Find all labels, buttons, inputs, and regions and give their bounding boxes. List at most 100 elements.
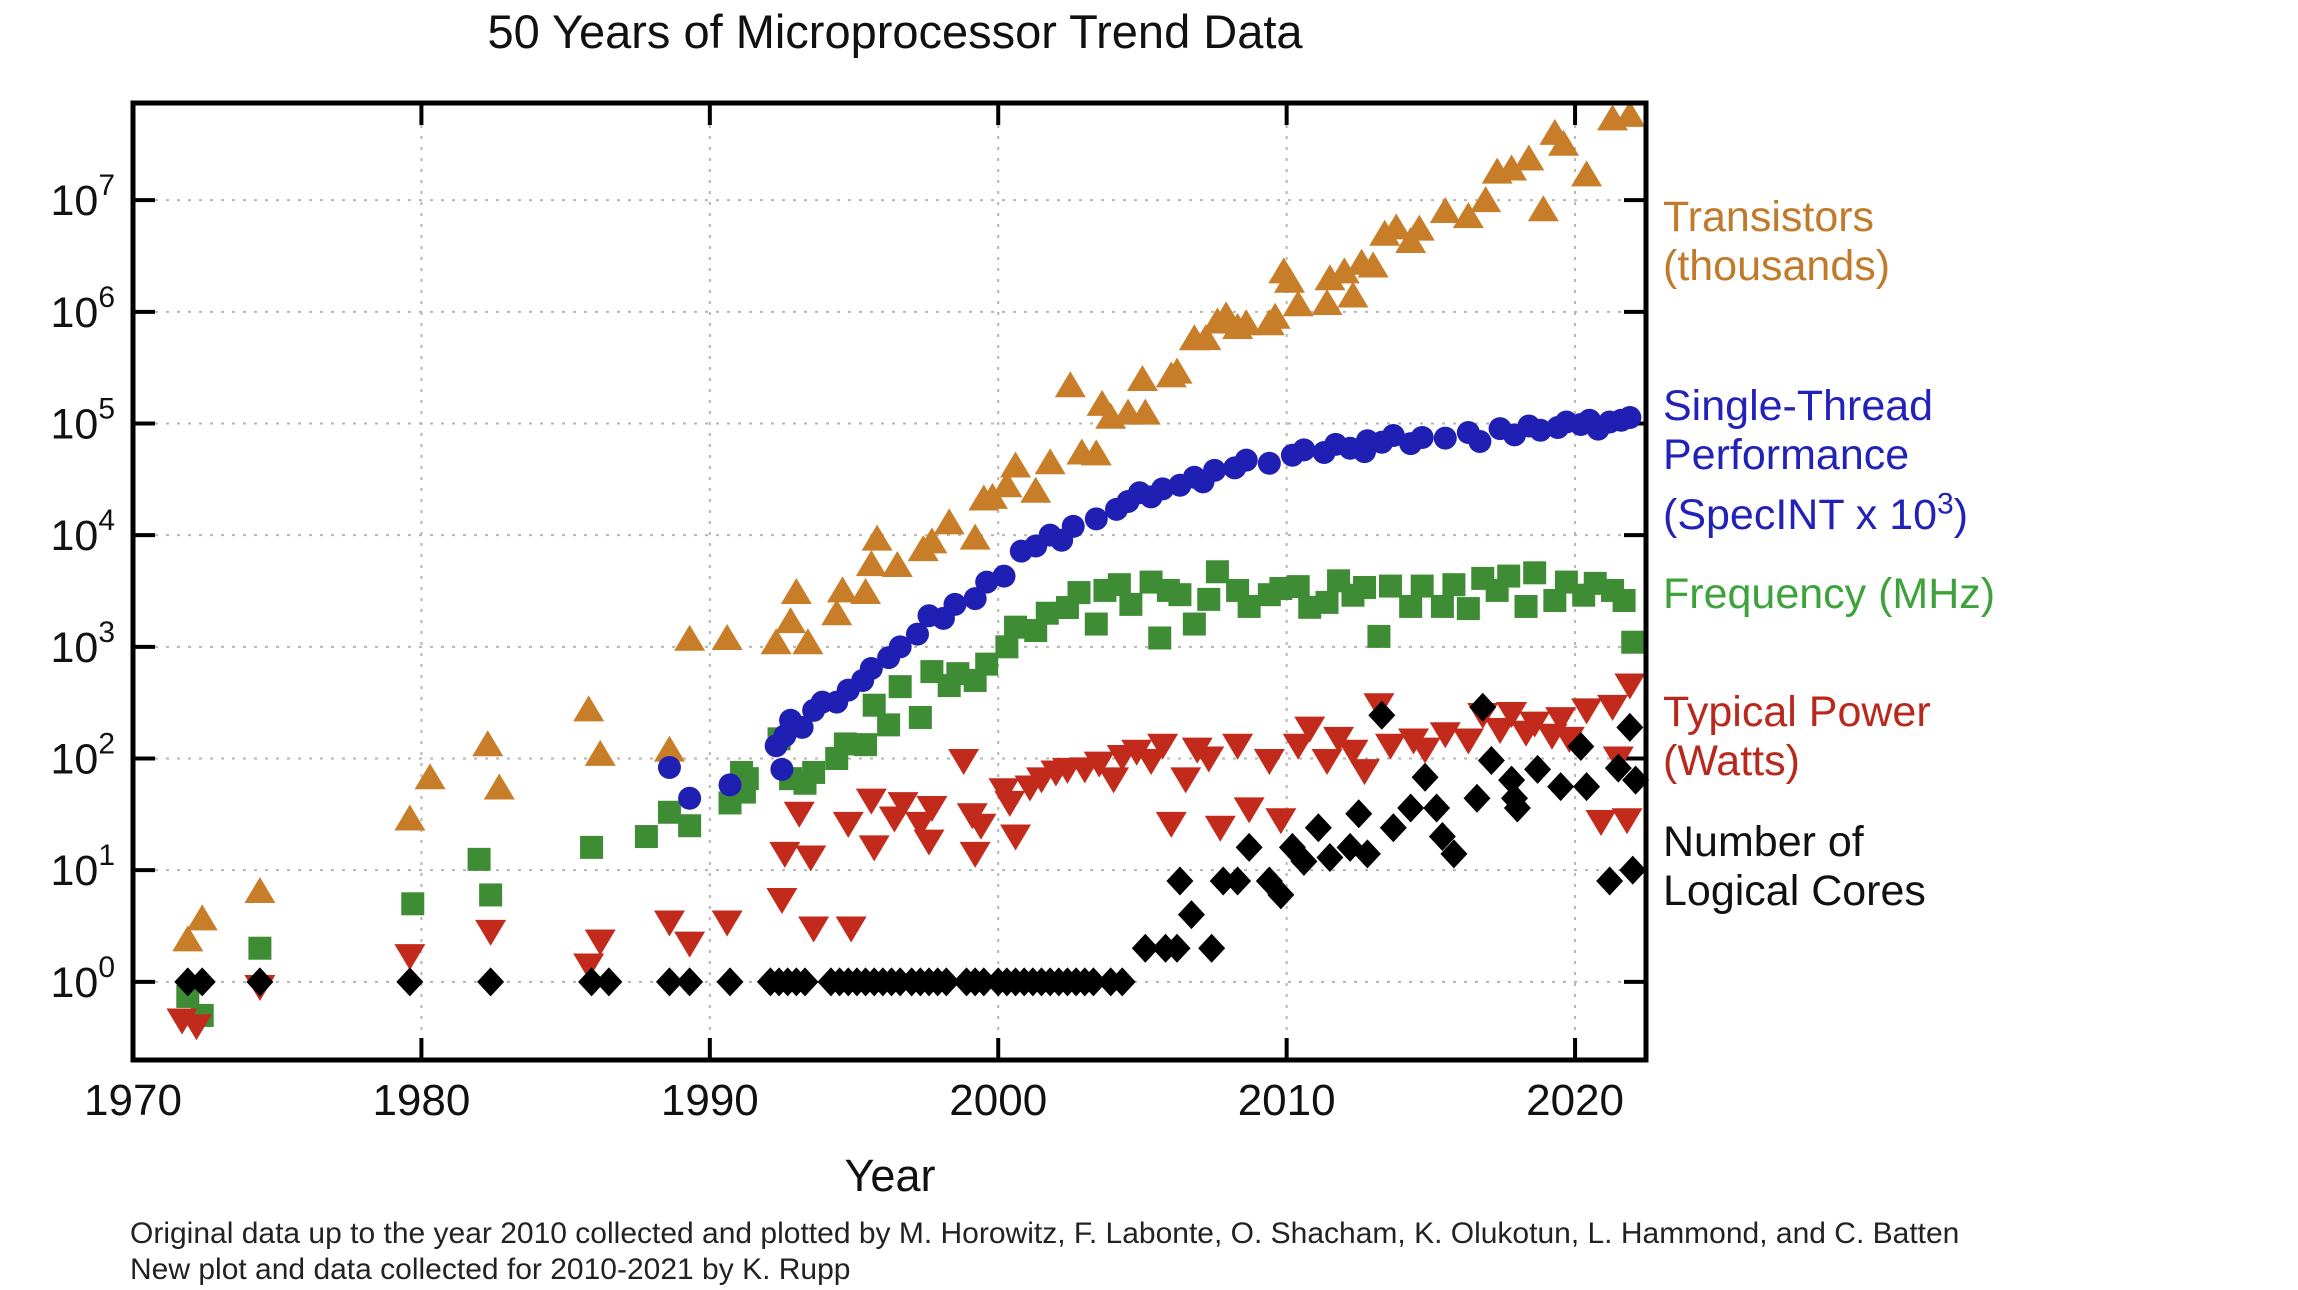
transistors-thousands-marker: [1429, 196, 1461, 223]
transistors-thousands-marker: [1470, 186, 1502, 213]
transistors-thousands-marker: [1403, 214, 1435, 241]
typical-power-watts-marker: [1553, 726, 1585, 753]
number-of-logical-cores-marker: [1345, 799, 1373, 829]
single-thread-performance-marker: [1292, 438, 1316, 462]
transistors-thousands-marker: [1548, 129, 1580, 156]
typical-power-watts-marker: [1000, 824, 1032, 851]
transistors-thousands-marker: [855, 550, 887, 577]
transistors-thousands-marker: [711, 623, 743, 650]
transistors-thousands-marker: [472, 730, 504, 757]
typical-power-watts-marker: [1611, 808, 1643, 835]
frequency-mhz-marker: [1298, 595, 1322, 619]
transistors-thousands-marker: [414, 763, 446, 790]
number-of-logical-cores-marker: [174, 967, 202, 997]
legend-frequency: Frequency (MHz): [1663, 570, 1995, 619]
frequency-mhz-marker: [467, 847, 491, 871]
transistors-thousands-marker: [1190, 324, 1222, 351]
transistors-thousands-marker: [821, 599, 853, 626]
frequency-mhz-marker: [833, 732, 857, 756]
frequency-mhz-marker: [1430, 594, 1454, 618]
transistors-thousands-marker: [1527, 195, 1559, 222]
number-of-logical-cores-marker: [1616, 712, 1644, 742]
typical-power-watts-marker: [584, 929, 616, 956]
x-axis-label: Year: [844, 1150, 936, 1201]
data-credit-footer: Original data up to the year 2010 collec…: [130, 1216, 1959, 1288]
number-of-logical-cores-marker: [1379, 813, 1407, 843]
number-of-logical-cores-marker: [1079, 967, 1107, 997]
typical-power-watts-marker: [835, 916, 867, 943]
typical-power-watts-marker: [1409, 737, 1441, 764]
frequency-mhz-marker: [888, 675, 912, 699]
typical-power-watts-marker: [1222, 733, 1254, 760]
frequency-mhz-marker: [1237, 594, 1261, 618]
frequency-mhz-marker: [248, 936, 272, 960]
number-of-logical-cores-marker: [970, 967, 998, 997]
typical-power-watts-marker: [1311, 748, 1343, 775]
typical-power-watts-marker: [674, 931, 706, 958]
typical-power-watts-marker: [1135, 748, 1167, 775]
typical-power-watts-marker: [1193, 746, 1225, 773]
frequency-mhz-marker: [401, 892, 425, 916]
transistors-thousands-marker: [653, 735, 685, 762]
typical-power-watts-marker: [795, 845, 827, 872]
transistors-thousands-marker: [1161, 357, 1193, 384]
typical-power-watts-marker: [1204, 815, 1236, 842]
typical-power-watts-marker: [1265, 808, 1297, 835]
frequency-mhz-marker: [634, 825, 658, 849]
frequency-mhz-marker: [920, 660, 944, 684]
number-of-logical-cores-marker: [1166, 866, 1194, 896]
legend-superscript: 3: [1937, 488, 1954, 521]
legend-transistors-line1: Transistors: [1663, 193, 1875, 241]
number-of-logical-cores-marker: [1469, 692, 1497, 722]
x-tick-label: 1990: [661, 1076, 759, 1125]
y-tick-label: 104: [50, 504, 115, 560]
transistors-thousands-marker: [1230, 309, 1262, 336]
frequency-mhz-marker: [1442, 573, 1466, 597]
legend-cores-line1: Number of: [1663, 818, 1864, 866]
chart-title: 50 Years of Microprocessor Trend Data: [487, 5, 1303, 58]
typical-power-watts-marker: [832, 811, 864, 838]
legend-single-thread-line3: (SpecINT x 103): [1663, 488, 1969, 540]
transistors-thousands-marker: [1380, 213, 1412, 240]
number-of-logical-cores-marker: [1209, 866, 1237, 896]
x-tick-label: 2010: [1238, 1076, 1336, 1125]
frequency-mhz-marker: [1107, 573, 1131, 597]
typical-power-watts-marker: [1597, 694, 1629, 721]
number-of-logical-cores-marker: [396, 967, 424, 997]
typical-power-watts-marker: [653, 910, 685, 937]
number-of-logical-cores-marker: [1428, 822, 1456, 852]
transistors-thousands-marker: [881, 551, 913, 578]
transistors-thousands-marker: [850, 577, 882, 604]
transistors-thousands-marker: [991, 471, 1023, 498]
number-of-logical-cores-marker: [1498, 765, 1526, 795]
number-of-logical-cores-marker: [1198, 933, 1226, 963]
transistors-thousands-marker: [1337, 281, 1369, 308]
legend-frequency-line1: Frequency (MHz): [1663, 570, 1996, 618]
typical-power-watts-marker: [769, 841, 801, 868]
x-tick-label: 1970: [84, 1076, 182, 1125]
frequency-mhz-marker: [1286, 575, 1310, 599]
typical-power-watts-marker: [1452, 728, 1484, 755]
typical-power-watts-marker: [1155, 811, 1187, 838]
legend-single-thread-line2: Performance: [1663, 431, 1910, 479]
transistors-thousands-marker: [1311, 288, 1343, 315]
frequency-mhz-marker: [1554, 570, 1578, 594]
legend-transistors-line2: (thousands): [1663, 242, 1891, 290]
typical-power-watts-marker: [916, 796, 948, 823]
number-of-logical-cores-marker: [1163, 933, 1191, 963]
typical-power-watts-marker: [475, 919, 507, 946]
transistors-thousands-marker: [1129, 398, 1161, 425]
x-tick-label: 2000: [949, 1076, 1047, 1125]
typical-power-watts-marker: [711, 910, 743, 937]
single-thread-performance-marker: [1528, 418, 1552, 442]
legend-single-thread: Single-Thread Performance (SpecINT x 103…: [1663, 382, 1968, 540]
transistors-thousands-marker: [1513, 144, 1545, 171]
typical-power-watts-marker: [180, 1014, 212, 1041]
number-of-logical-cores-marker: [1567, 732, 1595, 762]
single-thread-performance-marker: [1084, 507, 1108, 531]
frequency-mhz-marker: [479, 883, 503, 907]
single-thread-performance-marker: [888, 635, 912, 659]
single-thread-performance-marker: [963, 587, 987, 611]
typical-power-watts-marker: [783, 801, 815, 828]
single-thread-performance-marker: [1410, 425, 1434, 449]
